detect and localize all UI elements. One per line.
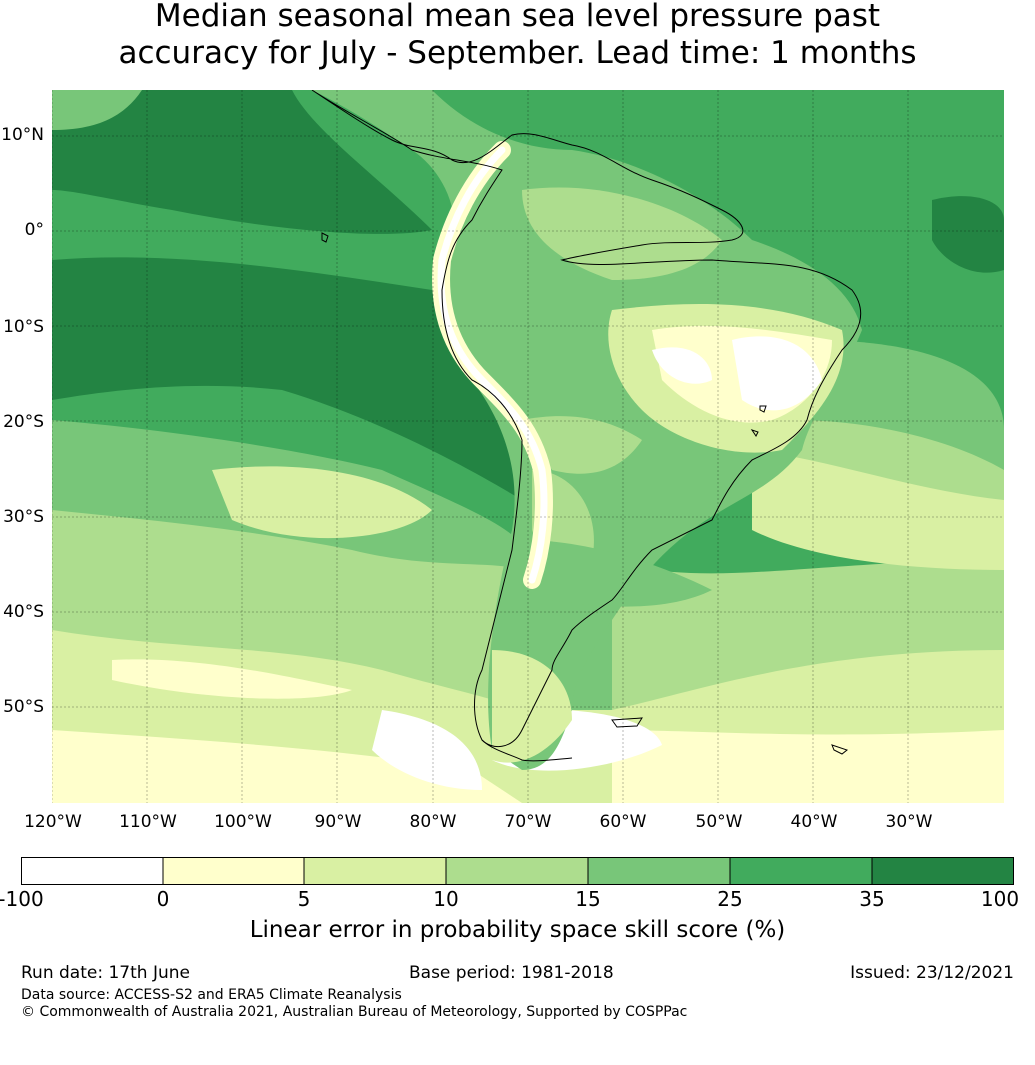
colorbar-tick-3: 5 bbox=[297, 887, 311, 911]
lon-label-100w: 100°W bbox=[214, 812, 272, 832]
colorbar-swatch-6 bbox=[730, 857, 872, 885]
colorbar-tick-7: 35 bbox=[859, 887, 885, 911]
lat-label-40s: 40°S bbox=[3, 602, 44, 622]
base-period: Base period: 1981-2018 bbox=[409, 963, 614, 983]
lat-label-30s: 30°S bbox=[3, 507, 44, 527]
colorbar-tick-2: 0 bbox=[156, 887, 170, 911]
colorbar bbox=[21, 857, 1014, 885]
lon-label-60w: 60°W bbox=[599, 812, 647, 832]
lat-label-10s: 10°S bbox=[3, 317, 44, 337]
lon-label-120w: 120°W bbox=[24, 812, 82, 832]
colorbar-tick-8: 100 bbox=[980, 887, 1020, 911]
gridlines bbox=[52, 90, 1004, 803]
colorbar-swatch-7 bbox=[872, 857, 1014, 885]
lon-label-30w: 30°W bbox=[885, 812, 933, 832]
lon-label-50w: 50°W bbox=[695, 812, 743, 832]
lon-label-110w: 110°W bbox=[119, 812, 177, 832]
issued-date: Issued: 23/12/2021 bbox=[850, 963, 1014, 983]
colorbar-swatch-2 bbox=[163, 857, 304, 885]
skill-score-map bbox=[52, 90, 1004, 803]
lon-label-70w: 70°W bbox=[504, 812, 552, 832]
colorbar-tick-6: 25 bbox=[717, 887, 743, 911]
colorbar-tick-4: 10 bbox=[433, 887, 459, 911]
colorbar-tick-5: 15 bbox=[575, 887, 601, 911]
lon-label-90w: 90°W bbox=[314, 812, 362, 832]
colorbar-swatch-4 bbox=[446, 857, 588, 885]
data-source: Data source: ACCESS-S2 and ERA5 Climate … bbox=[21, 987, 402, 1003]
lat-label-10n: 10°N bbox=[1, 125, 44, 145]
lat-label-0: 0° bbox=[24, 220, 44, 240]
colorbar-swatch-3 bbox=[304, 857, 446, 885]
copyright: © Commonwealth of Australia 2021, Austra… bbox=[21, 1004, 688, 1020]
run-date: Run date: 17th June bbox=[21, 963, 190, 983]
map-title-line-1: Median seasonal mean sea level pressure … bbox=[154, 0, 881, 34]
lat-label-50s: 50°S bbox=[3, 697, 44, 717]
skill-score-field bbox=[52, 90, 1004, 803]
lat-label-20s: 20°S bbox=[3, 412, 44, 432]
lon-label-80w: 80°W bbox=[409, 812, 457, 832]
colorbar-swatch-5 bbox=[588, 857, 730, 885]
colorbar-swatch-1 bbox=[21, 857, 163, 885]
lon-label-40w: 40°W bbox=[790, 812, 838, 832]
colorbar-label: Linear error in probability space skill … bbox=[249, 917, 786, 943]
map-title-line-2: accuracy for July - September. Lead time… bbox=[118, 35, 917, 71]
coastline bbox=[311, 90, 862, 762]
colorbar-tick-1: -100 bbox=[0, 887, 44, 911]
